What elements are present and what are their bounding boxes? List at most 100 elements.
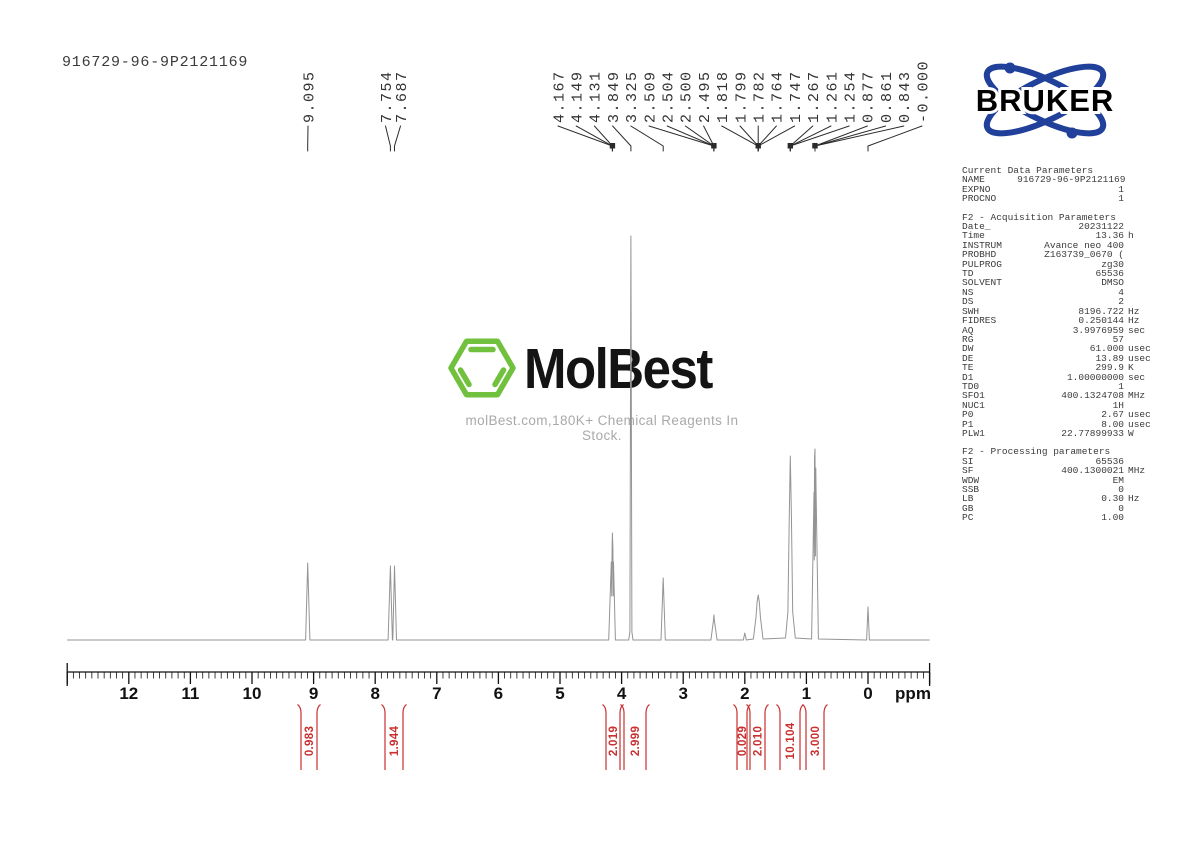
- param-value: 65536: [1095, 268, 1124, 280]
- param-name: INSTRUM: [962, 239, 1002, 251]
- x-axis-labels: 12 11 10 9 8 7 6 5 4 3 2 1 0 ppm: [119, 684, 931, 703]
- integral-bracket-line: [746, 704, 751, 770]
- integral-bracket-line: [316, 704, 321, 770]
- bruker-orbits-icon: [983, 63, 1107, 137]
- param-value: 13.89: [1095, 352, 1124, 364]
- param-unit: [1124, 476, 1158, 485]
- integral-marker: 1.944: [381, 704, 407, 770]
- param-row: NAME 916729-96-9P2121169: [962, 174, 1158, 186]
- param-name: RG: [962, 333, 974, 345]
- param-name: NAME: [962, 174, 985, 186]
- peak-ppm-label: 1.267: [806, 70, 823, 123]
- integral-bracket-line: [746, 704, 751, 770]
- integral-bracket-line: [619, 704, 624, 770]
- integral-value: 2.019: [608, 726, 620, 756]
- leader-line: [557, 125, 613, 152]
- param-row: AQ 3.9976959 sec: [962, 324, 1158, 336]
- param-row: TE 299.9 K: [962, 363, 1158, 373]
- param-unit: sec: [1128, 371, 1146, 383]
- param-row: EXPNO 1: [962, 184, 1158, 194]
- peak-ppm-label: 2.504: [660, 70, 677, 123]
- param-value: 3.9976959: [1072, 324, 1124, 336]
- param-unit: [1124, 504, 1158, 513]
- integral-marker: 2.019: [602, 704, 624, 770]
- param-value: 57: [1112, 333, 1124, 345]
- peak-ppm-label: 4.131: [588, 70, 605, 123]
- integral-bracket-line: [381, 704, 386, 770]
- param-row: PROCNO 1: [962, 194, 1158, 204]
- integral-bracket-line: [620, 704, 625, 770]
- integral-bracket-line: [297, 704, 302, 770]
- bruker-wordmark: BRUKER: [976, 83, 1115, 118]
- param-name: SSB: [962, 484, 980, 495]
- x-tick-label: 7: [432, 684, 441, 703]
- param-unit: [1124, 278, 1158, 287]
- param-section-header: F2 - Processing parameters: [962, 446, 1111, 458]
- x-tick-label: 3: [678, 684, 687, 703]
- param-row: SI 65536: [962, 456, 1158, 466]
- leader-line: [789, 125, 832, 152]
- leader-hub: [812, 143, 818, 149]
- param-name: NS: [962, 286, 974, 298]
- param-value: 61.000: [1089, 343, 1124, 355]
- x-tick-label: 0: [863, 684, 872, 703]
- param-name: DE: [962, 352, 974, 364]
- param-value: 0.30: [1101, 493, 1124, 505]
- peak-ppm-label: 2.509: [642, 70, 659, 123]
- peak-ppm-label: 2.495: [697, 70, 714, 123]
- param-name: NUC1: [962, 399, 985, 411]
- param-unit: Hz: [1128, 493, 1140, 505]
- param-name: D1: [962, 371, 974, 383]
- param-value: 0: [1118, 484, 1124, 495]
- bruker-logo: BRUKER: [973, 62, 1116, 139]
- molbest-brand-text: MolBest: [524, 336, 713, 400]
- param-name: GB: [962, 502, 974, 514]
- leader-line: [385, 125, 391, 152]
- param-name: TD: [962, 268, 974, 280]
- integral-bracket-line: [764, 704, 769, 770]
- param-row: P0 2.67 usec: [962, 410, 1158, 420]
- leader-hub: [711, 143, 717, 149]
- integral-bracket-line: [776, 704, 781, 770]
- sample-id-title: 916729-96-9P2121169: [62, 54, 249, 71]
- param-section-header: F2 - Acquisition Parameters: [962, 211, 1116, 223]
- param-name: Time: [962, 230, 985, 242]
- param-unit: sec: [1128, 324, 1146, 336]
- integral-value: 10.104: [785, 722, 797, 759]
- peak-ppm-label: 4.149: [569, 70, 586, 123]
- param-unit: Hz: [1128, 315, 1140, 327]
- param-name: DW: [962, 343, 974, 355]
- param-row: DS 2: [962, 297, 1158, 307]
- x-tick-label: 1: [802, 684, 811, 703]
- param-name: SF: [962, 465, 974, 477]
- param-row: INSTRUM Avance neo 400: [962, 239, 1158, 251]
- param-section-header: Current Data Parameters: [962, 165, 1094, 176]
- param-section: Current Data Parameters NAME 916729-96-9P2…: [962, 166, 1158, 204]
- peak-ppm-label: 9.095: [301, 70, 318, 123]
- param-name: LB: [962, 493, 974, 505]
- param-unit: usec: [1128, 343, 1151, 355]
- param-row: Time 13.36 h: [962, 230, 1158, 242]
- integral-bracket-line: [802, 704, 807, 770]
- molbest-hexagon-icon: [448, 338, 516, 398]
- leader-line: [575, 125, 613, 152]
- param-row: FIDRES 0.250144 Hz: [962, 315, 1158, 327]
- param-value: 22.77899933: [1061, 427, 1124, 439]
- peak-ppm-label: 0.843: [897, 70, 914, 123]
- param-unit: [1124, 250, 1158, 259]
- param-value: 1: [1118, 380, 1124, 392]
- param-unit: [1124, 269, 1158, 278]
- leader-line: [814, 125, 905, 152]
- param-unit: MHz: [1128, 465, 1146, 477]
- peak-ppm-label: 1.254: [842, 70, 859, 123]
- integral-marker: 10.104: [776, 704, 804, 770]
- param-row: SOLVENT DMSO: [962, 278, 1158, 288]
- integral-value: 0.029: [737, 726, 749, 756]
- param-unit: [1124, 288, 1158, 297]
- peak-ppm-label: 1.818: [715, 70, 732, 123]
- param-value: Z163739_0670 (: [1044, 249, 1124, 261]
- x-tick-label: 12: [119, 684, 138, 703]
- integral-bracket-line: [645, 704, 650, 770]
